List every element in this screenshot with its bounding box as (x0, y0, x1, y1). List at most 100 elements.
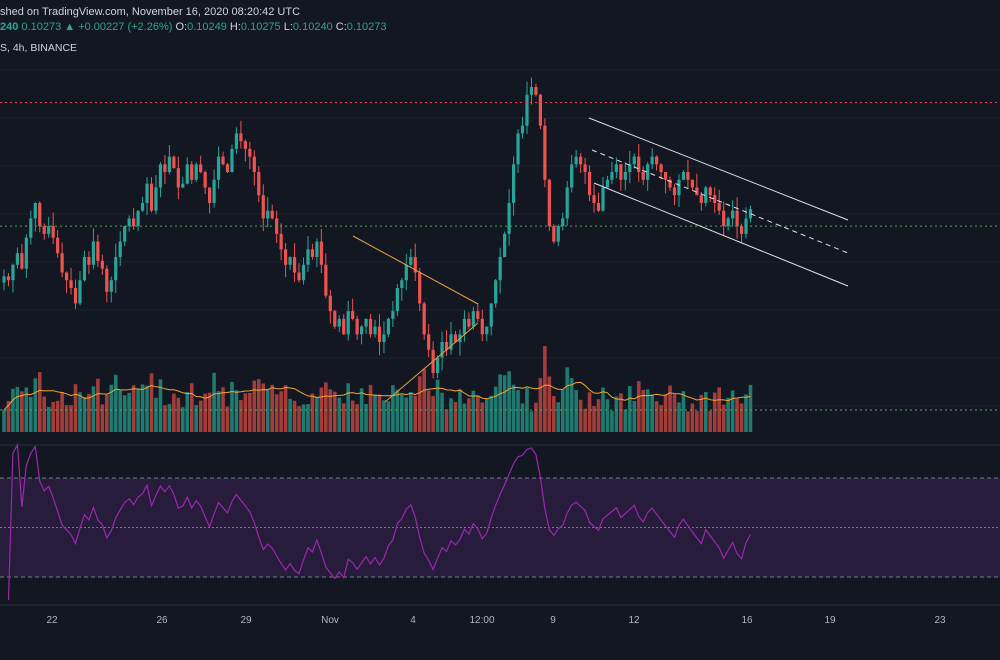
candle-body (435, 357, 440, 373)
candle-body (605, 179, 610, 188)
candle-body (391, 311, 395, 319)
volume-bar (181, 407, 185, 432)
volume-bar (614, 396, 619, 432)
candle-body (663, 172, 668, 180)
candle-body (619, 164, 623, 180)
open-value: 0.10249 (187, 21, 227, 33)
volume-bar (489, 395, 494, 432)
candle-body (552, 226, 556, 242)
candle-body (212, 179, 216, 203)
candle-body (650, 156, 654, 165)
candle-body (123, 226, 127, 242)
volume-bar (368, 384, 373, 432)
candle-body (315, 241, 319, 258)
volume-bar (256, 379, 261, 432)
x-tick-label: 12:00 (469, 615, 494, 626)
volume-bar (703, 392, 708, 432)
candle-body (149, 183, 154, 211)
volume-bar (632, 401, 637, 432)
candle-body (498, 257, 502, 281)
candle-body (623, 172, 627, 180)
candle-body (252, 156, 256, 173)
candle-body (230, 148, 234, 173)
volume-bar (458, 389, 462, 432)
volume-bar (744, 394, 748, 432)
volume-bar (417, 376, 422, 432)
candle-body (114, 257, 118, 281)
candle-body (96, 241, 100, 261)
candle-body (708, 187, 712, 196)
volume-bar (2, 409, 6, 432)
x-tick-label: 26 (156, 615, 168, 626)
last-price: 0.10273 (21, 21, 62, 33)
candle-body (127, 218, 131, 227)
volume-bar (735, 398, 739, 432)
candle-body (167, 156, 171, 173)
volume-bar (748, 384, 753, 432)
candle-body (735, 210, 739, 227)
volume-bar (498, 374, 502, 432)
candle-body (368, 318, 373, 335)
volume-bar (212, 372, 216, 432)
candle-body (556, 226, 560, 242)
volume-bar (332, 391, 337, 432)
candle-body (404, 264, 408, 281)
volume-bar (292, 400, 297, 432)
x-tick-label: 22 (46, 615, 58, 626)
volume-bar (131, 385, 136, 432)
volume-bar (578, 399, 583, 432)
volume-bar (408, 392, 413, 432)
candle-body (409, 257, 413, 265)
volume-bar (350, 400, 355, 432)
x-tick-label: 19 (824, 615, 836, 626)
candle-body (655, 156, 659, 165)
volume-bar (337, 397, 342, 432)
rsi-pane (0, 442, 1000, 601)
background-layer (0, 69, 1000, 606)
candle-body (24, 237, 28, 269)
candle-body (534, 87, 538, 95)
candle-body (583, 164, 587, 173)
volume-bar (306, 404, 310, 432)
candle-body (561, 218, 565, 227)
close-label: C: (335, 21, 347, 33)
candle-body (440, 342, 444, 358)
volume-bar (149, 373, 154, 432)
volume-bar (230, 381, 234, 432)
candle-body (136, 210, 140, 227)
volume-bar (60, 392, 64, 432)
volume-bar (167, 404, 172, 432)
candle-body (346, 311, 350, 335)
volume-bar (440, 392, 444, 432)
x-tick-label: 9 (550, 615, 556, 626)
candle-body (400, 280, 404, 288)
high-label: H: (229, 21, 241, 33)
volume-bar (502, 375, 507, 432)
volume-bar (20, 391, 24, 432)
volume-bar (283, 385, 288, 432)
symbol-info: S, 4h, BINANCE (0, 42, 78, 54)
candle-body (395, 287, 399, 312)
volume-bar (176, 397, 181, 432)
candle-body (78, 280, 82, 304)
candle-body (11, 264, 15, 281)
volume-bar (64, 405, 69, 432)
rsi-line (7, 442, 752, 601)
candle-body (105, 268, 109, 292)
volume-bar (538, 378, 543, 432)
volume-bar (301, 404, 306, 432)
candle-body (713, 195, 717, 203)
volume-bar (377, 394, 382, 432)
triangle-upper-line (352, 235, 479, 305)
volume-bar (140, 384, 145, 432)
volume-bar (136, 388, 140, 432)
volume-bar (686, 411, 690, 432)
candle-body (748, 209, 753, 219)
x-tick-label: 4 (410, 615, 416, 626)
volume-bar (583, 408, 587, 432)
candle-body (413, 257, 417, 273)
volume-bar (96, 378, 100, 432)
volume-bar (628, 386, 632, 432)
volume-bar (641, 389, 646, 432)
